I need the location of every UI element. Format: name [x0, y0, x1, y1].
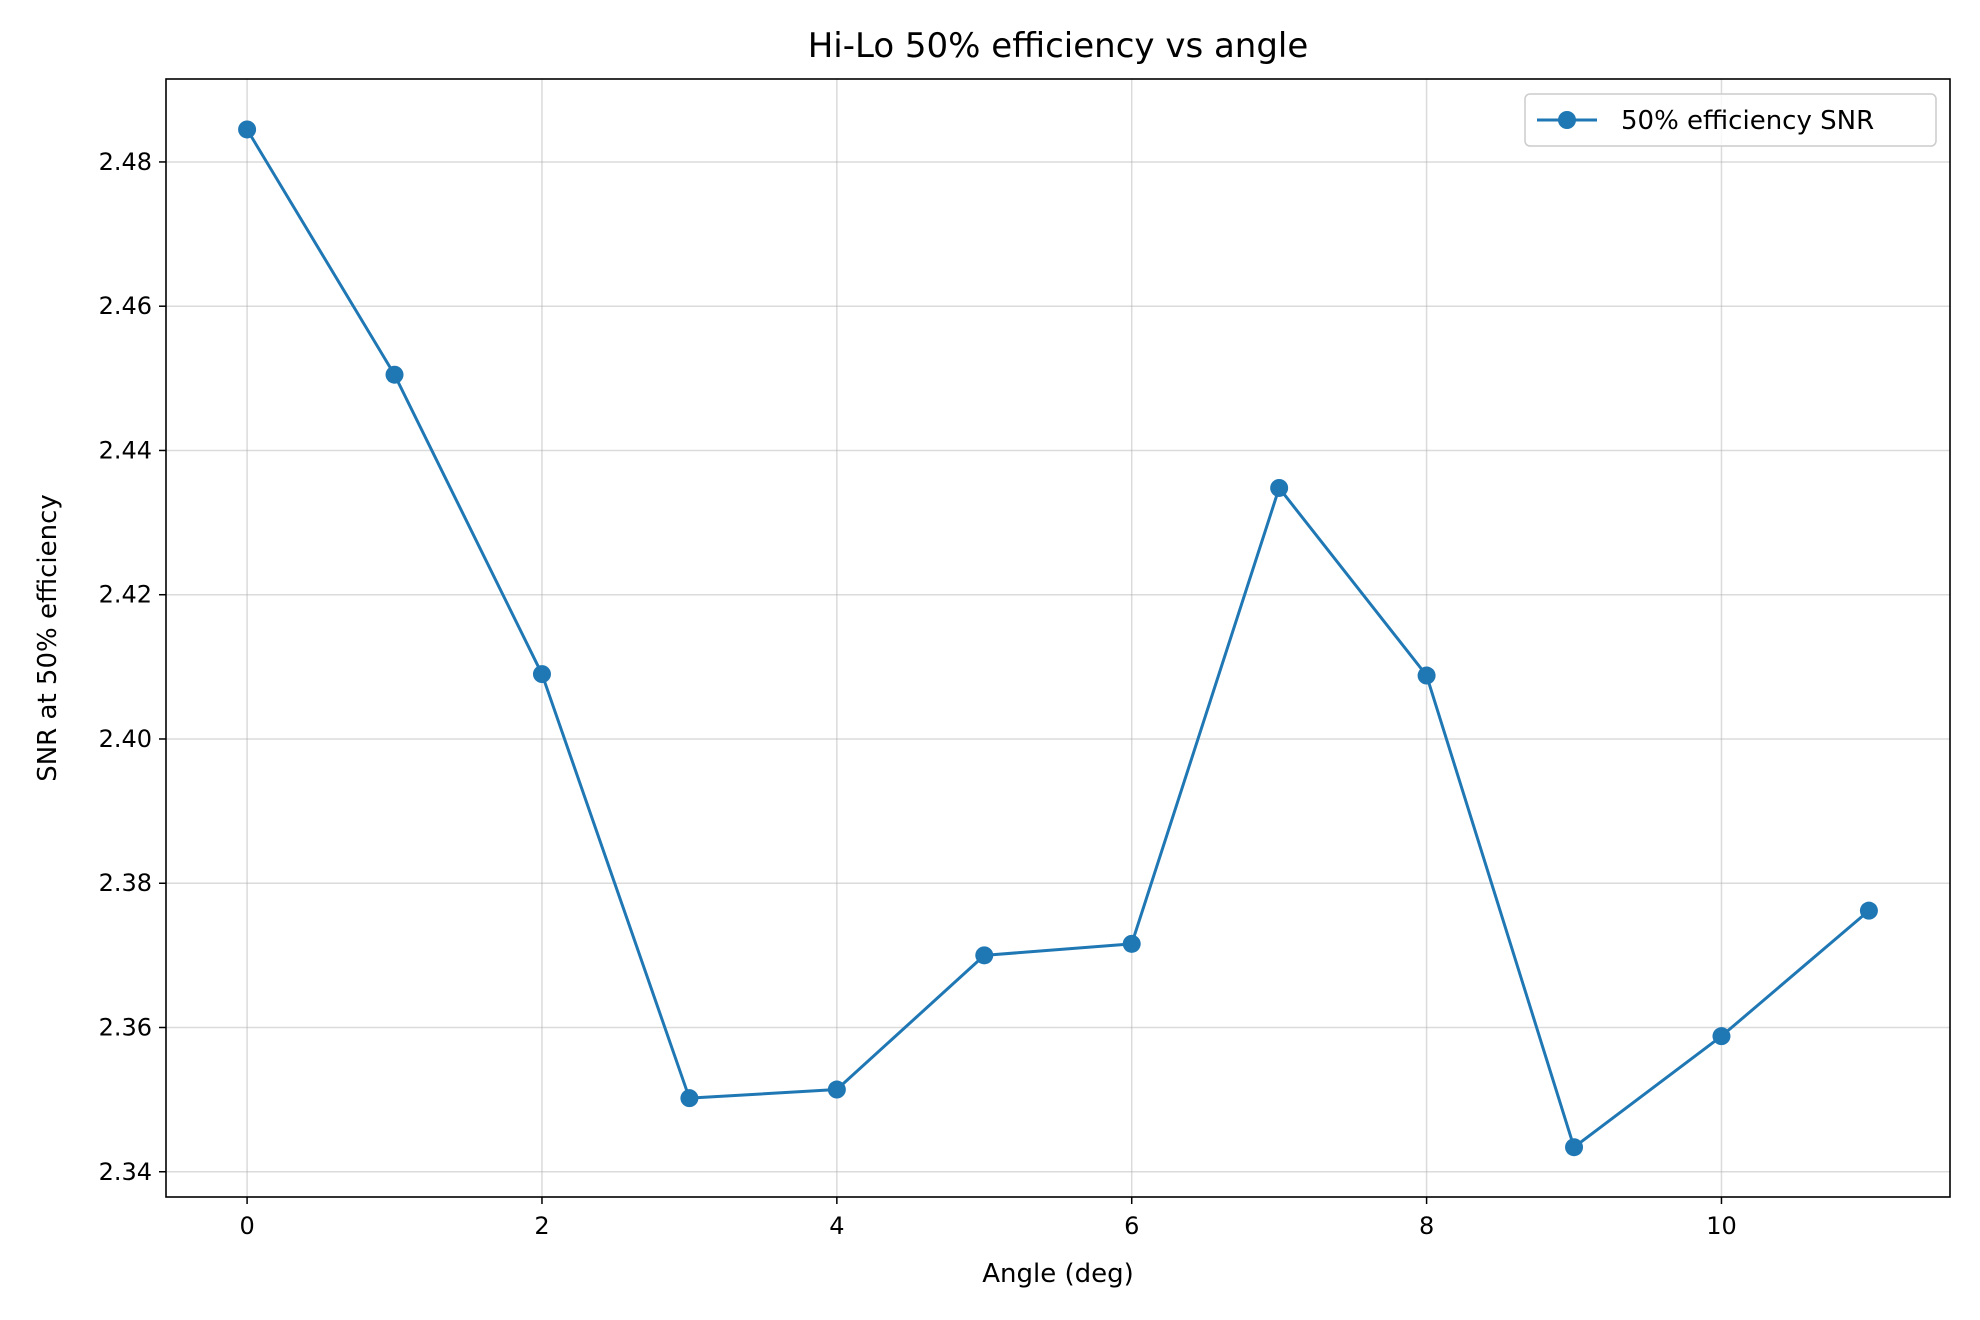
data-point	[238, 120, 257, 139]
data-point	[680, 1089, 699, 1108]
series-layer	[238, 120, 1878, 1157]
y-tick-label: 2.46	[99, 292, 152, 320]
y-tick-label: 2.42	[99, 581, 152, 609]
y-tick-label: 2.48	[99, 148, 152, 176]
data-point	[1859, 901, 1878, 920]
legend: 50% efficiency SNR	[1524, 93, 1937, 147]
legend-box	[1524, 93, 1937, 147]
y-tick-label: 2.38	[99, 869, 152, 897]
data-point	[1122, 934, 1141, 953]
y-axis-label: SNR at 50% efficiency	[33, 494, 63, 782]
series-line	[245, 128, 1870, 1149]
x-tick-label: 0	[239, 1212, 254, 1240]
x-tick-label: 6	[1124, 1212, 1139, 1240]
data-point	[532, 665, 551, 684]
data-point	[975, 946, 994, 965]
ticks: 0 2 4 6 8 10 2.34 2.36 2.38 2.40 2.42 2.44 2.46 2.48	[99, 148, 1737, 1240]
data-point	[1270, 478, 1289, 497]
data-point	[1565, 1138, 1584, 1157]
y-tick-label: 2.40	[99, 725, 152, 753]
legend-marker-sample	[1558, 111, 1576, 129]
x-tick-label: 8	[1419, 1212, 1434, 1240]
y-tick-label: 2.44	[99, 436, 152, 464]
data-point	[1712, 1027, 1731, 1046]
x-tick-label: 2	[534, 1212, 549, 1240]
plot-frame	[165, 78, 1951, 1198]
grid	[166, 79, 1950, 1197]
legend-entry-label: 50% efficiency SNR	[1621, 106, 1874, 136]
data-point	[385, 365, 404, 384]
chart-title: Hi-Lo 50% efficiency vs angle	[808, 26, 1309, 66]
y-tick-label: 2.34	[99, 1158, 152, 1186]
x-tick-label: 4	[829, 1212, 844, 1240]
y-tick-label: 2.36	[99, 1013, 152, 1041]
x-axis-label: Angle (deg)	[982, 1259, 1134, 1289]
data-point	[1417, 666, 1436, 685]
x-tick-label: 10	[1706, 1212, 1737, 1240]
data-point	[827, 1080, 846, 1099]
